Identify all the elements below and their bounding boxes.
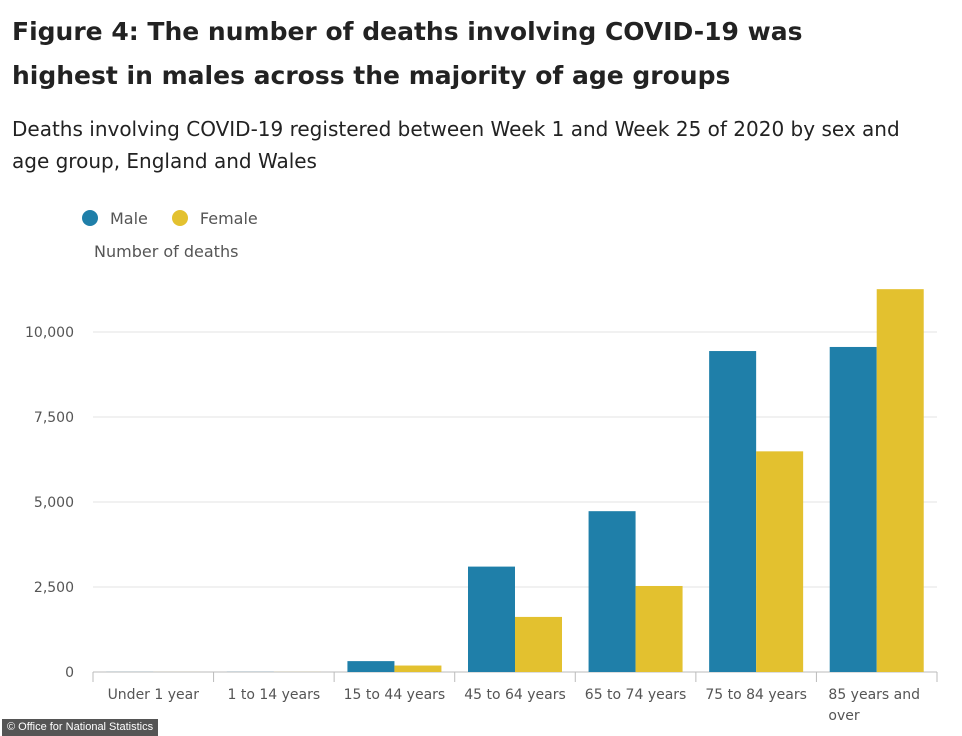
y-tick-label: 7,500 xyxy=(34,410,74,426)
legend-label-female: Female xyxy=(199,208,258,228)
legend-swatch-male xyxy=(82,210,98,226)
chart-subtitle: Deaths involving COVID-19 registered bet… xyxy=(12,117,900,173)
x-tick-label: 45 to 64 years xyxy=(464,687,566,703)
y-tick-label: 5,000 xyxy=(34,495,74,511)
legend-item-male[interactable]: Male xyxy=(82,209,148,228)
x-tick-label: over xyxy=(828,708,859,724)
x-tick-label: 85 years and xyxy=(828,687,920,703)
x-tick-label: 15 to 44 years xyxy=(344,687,446,703)
credit-label: © Office for National Statistics xyxy=(2,719,159,736)
y-tick-label: 0 xyxy=(65,665,74,681)
x-tick-label: Under 1 year xyxy=(108,687,200,703)
chart-title: Figure 4: The number of deaths involving… xyxy=(12,17,803,90)
bar-female-6[interactable] xyxy=(876,289,924,672)
bar-female-2[interactable] xyxy=(394,665,442,672)
bar-female-5[interactable] xyxy=(756,451,804,672)
legend-swatch-female xyxy=(171,210,188,226)
legend-label-male: Male xyxy=(110,208,148,228)
x-tick-label: 1 to 14 years xyxy=(228,687,321,703)
x-tick-label: 75 to 84 years xyxy=(705,687,807,703)
bar-female-4[interactable] xyxy=(635,585,683,672)
bar-male-6[interactable] xyxy=(829,346,877,672)
bar-male-4[interactable] xyxy=(588,511,636,672)
y-axis-label: Number of deaths xyxy=(94,242,239,261)
bar-male-2[interactable] xyxy=(347,661,395,672)
bar-female-3[interactable] xyxy=(515,616,562,672)
legend-item-female[interactable]: Female xyxy=(171,208,258,228)
y-tick-label: 10,000 xyxy=(25,325,74,341)
bar-male-5[interactable] xyxy=(709,351,757,672)
x-tick-label: 65 to 74 years xyxy=(585,687,687,703)
bar-male-3[interactable] xyxy=(468,566,515,672)
legend: Male Female xyxy=(82,206,282,230)
y-tick-label: 2,500 xyxy=(34,580,74,596)
